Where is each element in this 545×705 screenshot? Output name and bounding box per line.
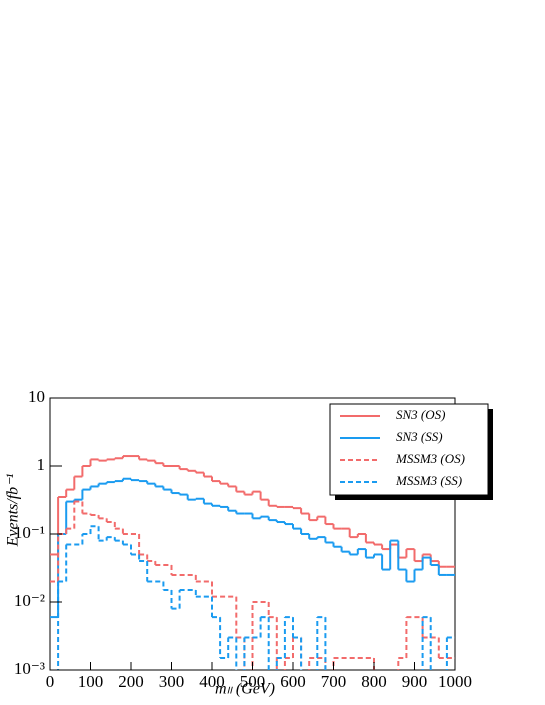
y-tick-label: 10⁻¹ [14,523,45,542]
legend-label: SN3 (SS) [396,429,443,444]
x-tick-label: 800 [361,672,387,691]
y-axis-label: Events/fb⁻¹ [5,473,22,547]
x-tick-label: 900 [402,672,428,691]
x-axis-label: mₗₗ (GeV) [215,681,275,698]
legend-label: MSSM3 (SS) [395,473,462,488]
x-tick-label: 700 [321,672,347,691]
y-tick-label: 10 [28,387,45,406]
x-tick-label: 200 [118,672,144,691]
legend-label: MSSM3 (OS) [395,451,465,466]
x-tick-label: 500 [240,672,266,691]
x-tick-label: 300 [159,672,185,691]
x-tick-label: 600 [280,672,306,691]
x-tick-label: 0 [46,672,55,691]
legend-label: SN3 (OS) [396,407,445,422]
y-tick-label: 10⁻² [14,591,45,610]
x-tick-label: 400 [199,672,225,691]
x-tick-label: 1000 [438,672,472,691]
y-tick-label: 1 [37,455,46,474]
y-tick-label: 10⁻³ [14,659,45,678]
legend [329,403,489,496]
x-tick-label: 100 [78,672,104,691]
plot-area [50,455,455,670]
